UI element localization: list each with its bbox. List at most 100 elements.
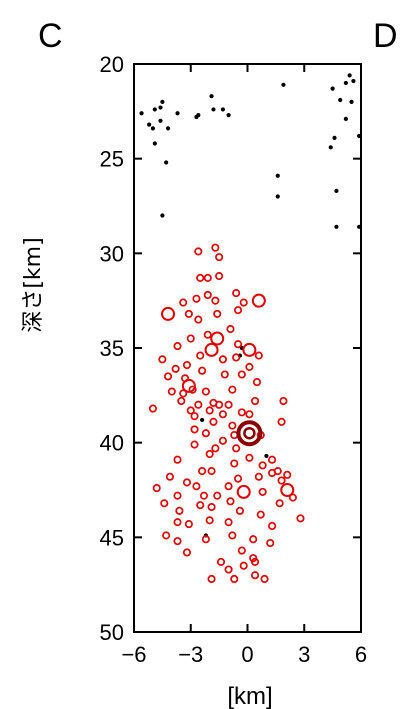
deep-event-point bbox=[175, 506, 184, 515]
deep-event-point bbox=[239, 298, 248, 307]
deep-event-point bbox=[194, 315, 203, 324]
deep-event-point bbox=[215, 400, 224, 409]
shallow-event-point bbox=[209, 94, 214, 99]
deep-event-point bbox=[164, 372, 173, 381]
shallow-event-point bbox=[275, 194, 280, 199]
deep-event-point bbox=[236, 484, 251, 499]
deep-event-point bbox=[224, 565, 233, 574]
deep-event-point bbox=[182, 478, 192, 487]
deep-event-point bbox=[213, 491, 222, 500]
deep-event-point bbox=[237, 370, 246, 379]
deep-event-point bbox=[165, 472, 174, 481]
shallow-event-point bbox=[281, 82, 286, 87]
deep-event-point bbox=[249, 535, 258, 544]
deep-event-point bbox=[171, 364, 180, 373]
x-tick-label: 0 bbox=[241, 642, 253, 667]
shallow-event-point bbox=[226, 113, 231, 118]
deep-event-point bbox=[173, 455, 182, 464]
deep-event-point bbox=[198, 366, 207, 375]
shallow-event-point bbox=[158, 105, 163, 110]
y-tick-label: 20 bbox=[100, 52, 124, 77]
deep-event-point bbox=[196, 501, 205, 510]
deep-event-point bbox=[228, 531, 237, 540]
shallow-event-point bbox=[334, 188, 339, 193]
y-tick-label: 50 bbox=[100, 620, 124, 645]
y-tick-label: 40 bbox=[100, 431, 124, 456]
deep-event-point bbox=[228, 385, 237, 394]
deep-event-point bbox=[213, 309, 222, 318]
deep-event-point bbox=[232, 289, 241, 298]
deep-event-point bbox=[205, 406, 214, 415]
shallow-event-point bbox=[164, 160, 169, 165]
deep-event-point bbox=[173, 518, 182, 527]
y-axis-title: 深さ[km] bbox=[21, 237, 46, 332]
deep-event-point bbox=[280, 483, 295, 497]
panel-letter-c: C bbox=[38, 17, 63, 55]
deep-event-point bbox=[184, 520, 193, 529]
deep-event-point bbox=[210, 331, 225, 346]
shallow-event-point bbox=[275, 173, 280, 178]
deep-event-point bbox=[203, 290, 212, 300]
deep-event-point bbox=[162, 531, 171, 540]
deep-event-point bbox=[224, 518, 233, 527]
x-tick-label: −6 bbox=[121, 642, 146, 667]
deep-event-point bbox=[237, 408, 246, 417]
deep-event-point bbox=[251, 293, 266, 308]
scatter-marks bbox=[139, 73, 362, 584]
shallow-event-point bbox=[200, 417, 205, 423]
deep-event-point bbox=[194, 247, 203, 256]
deep-event-point bbox=[186, 406, 195, 415]
shallow-event-point bbox=[351, 78, 356, 84]
deep-event-point bbox=[201, 535, 210, 544]
shallow-event-point bbox=[165, 126, 171, 131]
deep-event-point bbox=[251, 557, 260, 566]
deep-event-point bbox=[199, 491, 209, 500]
axes: −6 −3 0 3 6 20 25 30 35 40 45 50 bbox=[100, 52, 368, 667]
shallow-event-point bbox=[158, 118, 163, 123]
deep-event-point bbox=[245, 453, 254, 462]
shallow-event-point bbox=[139, 111, 144, 116]
deep-event-point bbox=[201, 387, 210, 396]
deep-event-point bbox=[230, 574, 239, 584]
x-tick-label: 3 bbox=[298, 642, 310, 667]
shallow-event-point bbox=[211, 107, 216, 112]
deep-event-point bbox=[190, 440, 199, 449]
deep-event-point bbox=[182, 360, 192, 370]
x-tick-label: 6 bbox=[355, 642, 367, 667]
deep-event-point bbox=[190, 425, 199, 434]
deep-event-point bbox=[207, 502, 216, 512]
deep-event-point bbox=[192, 294, 201, 303]
deep-event-point bbox=[152, 484, 161, 493]
deep-event-point bbox=[148, 404, 157, 413]
deep-event-point bbox=[232, 353, 241, 362]
deep-event-point bbox=[296, 514, 305, 523]
shallow-event-point bbox=[347, 73, 352, 78]
deep-event-point bbox=[254, 472, 263, 481]
x-axis-title: [km] bbox=[227, 683, 272, 709]
deep-event-point bbox=[268, 455, 277, 464]
shallow-event-point bbox=[264, 453, 269, 459]
deep-event-point bbox=[205, 516, 214, 525]
deep-event-point bbox=[224, 400, 233, 409]
deep-event-point bbox=[203, 330, 212, 339]
deep-event-point bbox=[216, 557, 226, 566]
shallow-event-point bbox=[220, 107, 226, 112]
deep-event-point bbox=[194, 400, 203, 409]
deep-event-point bbox=[277, 417, 286, 426]
deep-event-point bbox=[252, 378, 262, 387]
deep-event-point bbox=[203, 273, 212, 282]
deep-event-point bbox=[186, 334, 195, 343]
deep-event-point bbox=[215, 272, 224, 281]
deep-event-point bbox=[228, 421, 237, 430]
deep-event-point bbox=[173, 537, 182, 546]
panel-letter-d: D bbox=[373, 17, 398, 55]
deep-event-point bbox=[260, 574, 269, 584]
deep-event-point bbox=[258, 487, 267, 496]
deep-event-point bbox=[275, 499, 284, 508]
deep-event-point bbox=[161, 306, 176, 321]
deep-event-point bbox=[279, 396, 288, 406]
deep-event-point bbox=[209, 417, 218, 426]
deep-event-point bbox=[211, 296, 220, 305]
deep-event-point bbox=[196, 273, 205, 282]
deep-event-point bbox=[192, 482, 201, 491]
